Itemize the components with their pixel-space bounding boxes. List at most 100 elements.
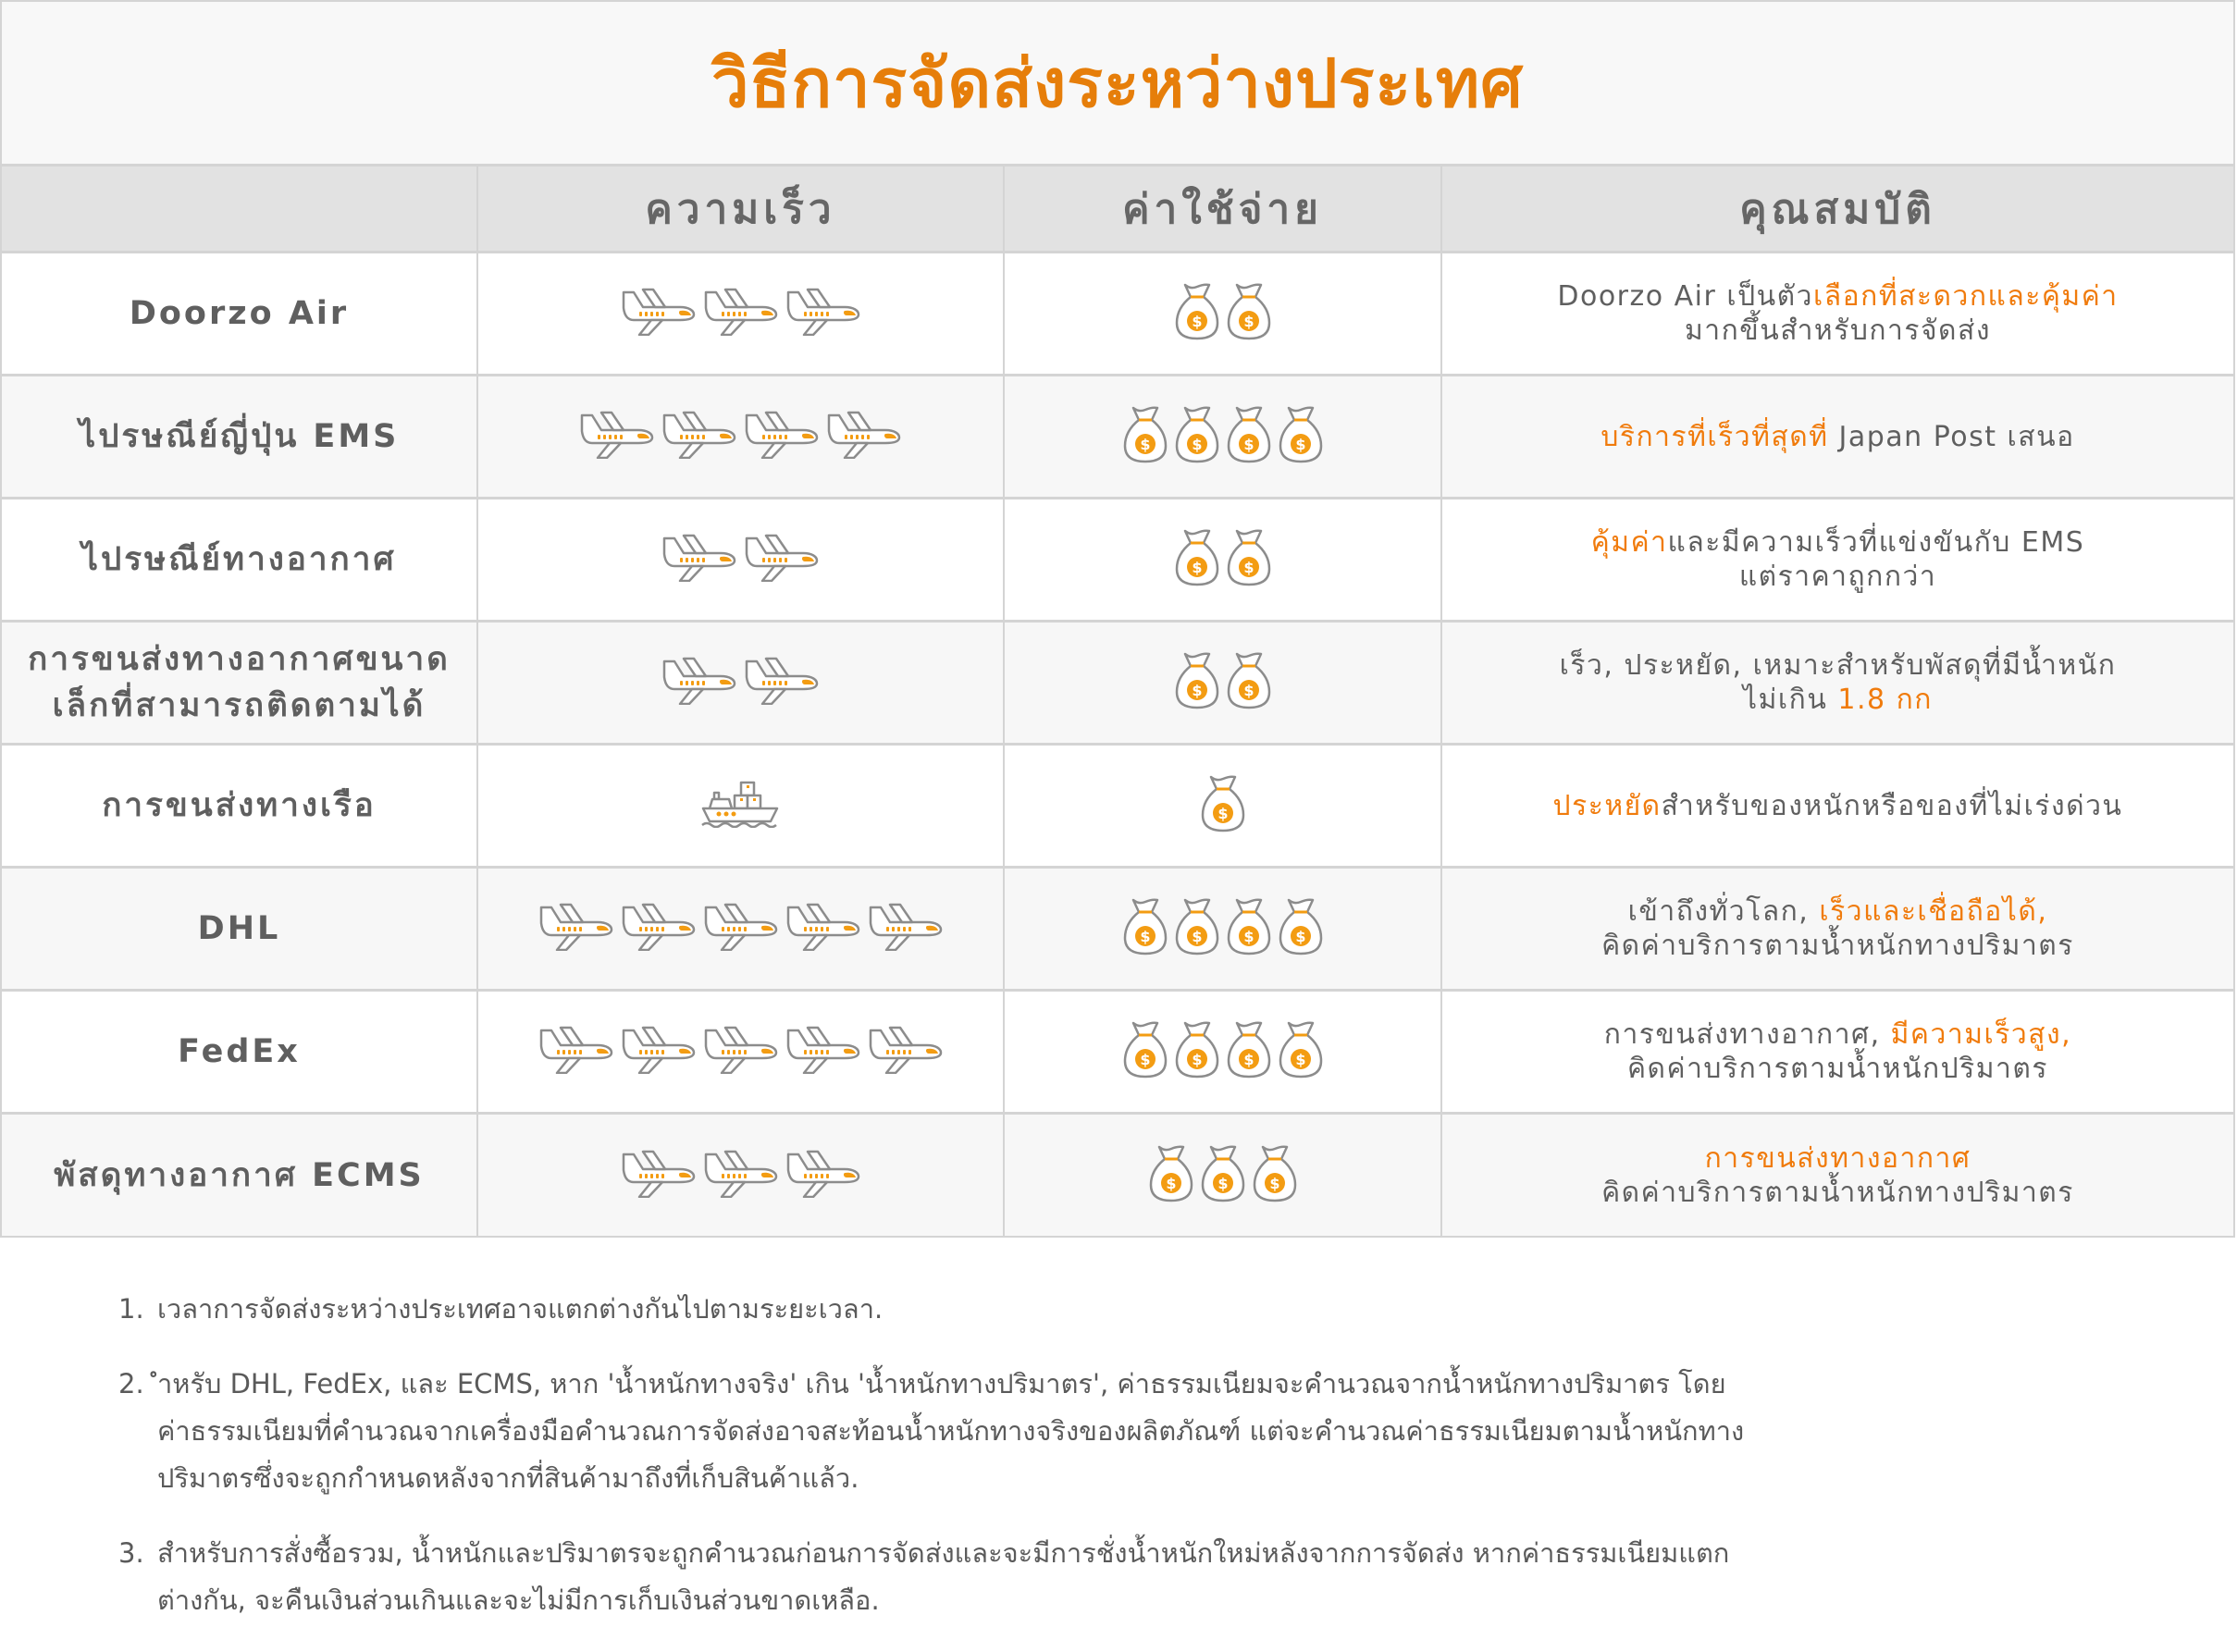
highlighted-text: เร็วและเชื่อถือได้,: [1819, 895, 2048, 928]
description-line: บริการที่เร็วที่สุดที่ Japan Post เสนอ: [1601, 420, 2074, 454]
svg-text:$: $: [1243, 928, 1254, 945]
speed-rating: [538, 1026, 944, 1078]
description-line: แต่ราคาถูกกว่า: [1591, 560, 2085, 594]
features-cell: Doorzo Air เป็นตัวเลือกที่สะดวกและคุ้มค่…: [1442, 253, 2233, 374]
description-text: Doorzo Air เป็นตัว: [1557, 280, 1814, 313]
footnote-item: 1. เวลาการจัดส่งระหว่างประเทศอาจแตกต่างกั…: [118, 1286, 2107, 1333]
speed-cell: [478, 746, 1005, 866]
speed-rating: [621, 1150, 861, 1202]
money-bag-icon: $: [1277, 1020, 1325, 1083]
description-text: การขนส่งทางอากาศ,: [1603, 1018, 1891, 1051]
svg-text:$: $: [1140, 436, 1150, 453]
airplane-icon: [621, 903, 697, 955]
table-row: การขนส่งทางอากาศขนาดเล็กที่สามารถติดตามไ…: [2, 623, 2233, 746]
ship-icon: [698, 780, 784, 832]
money-bag-icon: $: [1121, 1020, 1169, 1083]
table-row: พัสดุทางอากาศ ECMS $ $ $ การขนส่งทางอากาศ คิด…: [2, 1115, 2233, 1236]
money-bag-icon: $: [1173, 651, 1221, 714]
footnotes: 1. เวลาการจัดส่งระหว่างประเทศอาจแตกต่างกั…: [118, 1286, 2107, 1652]
money-bag-icon: $: [1173, 405, 1221, 468]
money-bag-icon: $: [1173, 528, 1221, 591]
header-speed: ความเร็ว: [478, 166, 1005, 251]
description-text: คิดค่าบริการตามน้ำหนักทางปริมาตร: [1601, 930, 2074, 962]
title-bar: วิธีการจัดส่งระหว่างประเทศ: [2, 2, 2233, 166]
cost-cell: $: [1005, 746, 1442, 866]
money-bag-icon: $: [1147, 1144, 1195, 1207]
header-features: คุณสมบัติ: [1442, 166, 2233, 251]
money-bag-icon: $: [1225, 282, 1273, 345]
cost-cell: $ $ $: [1005, 1115, 1442, 1236]
airplane-icon: [661, 657, 737, 709]
svg-text:$: $: [1192, 559, 1202, 576]
money-bag-icon: $: [1199, 774, 1247, 837]
footnote-number: 3.: [118, 1537, 144, 1569]
svg-text:$: $: [1192, 436, 1202, 453]
method-cell: ไปรษณีย์ทางอากาศ: [2, 499, 478, 620]
airplane-icon: [868, 903, 944, 955]
svg-text:$: $: [1217, 1175, 1228, 1192]
money-bag-icon: $: [1225, 897, 1273, 960]
svg-text:$: $: [1192, 682, 1202, 699]
table-row: ไปรษณีย์ญี่ปุ่น EMS $ $ $ $ บริการที่เร็วที่ส…: [2, 376, 2233, 499]
features-cell: เร็ว, ประหยัด, เหมาะสำหรับพัสดุที่มีน้ำห…: [1442, 623, 2233, 743]
speed-rating: [579, 411, 902, 462]
svg-text:$: $: [1166, 1175, 1176, 1192]
description-text: เร็ว, ประหยัด, เหมาะสำหรับพัสดุที่มีน้ำห…: [1559, 649, 2117, 682]
money-bag-icon: $: [1173, 282, 1221, 345]
money-bag-icon: $: [1225, 651, 1273, 714]
shipping-methods-table: วิธีการจัดส่งระหว่างประเทศ ความเร็ว ค่าใ…: [0, 0, 2235, 1238]
airplane-icon: [703, 903, 779, 955]
cost-cell: $ $: [1005, 253, 1442, 374]
airplane-icon: [785, 288, 861, 339]
description-text: Japan Post เสนอ: [1828, 420, 2075, 453]
cost-rating: $: [1199, 774, 1247, 837]
airplane-icon: [826, 411, 902, 462]
method-cell: DHL: [2, 869, 478, 989]
money-bag-icon: $: [1225, 1020, 1273, 1083]
airplane-icon: [621, 288, 697, 339]
airplane-icon: [785, 903, 861, 955]
method-name: DHL: [197, 910, 281, 947]
header-label: ค่าใช้จ่าย: [1122, 185, 1323, 233]
footnote-number: 1.: [118, 1293, 144, 1325]
speed-rating: [661, 657, 820, 709]
description-text: สำหรับของหนักหรือของที่ไม่เร่งด่วน: [1661, 789, 2123, 822]
money-bag-icon: $: [1277, 405, 1325, 468]
svg-text:$: $: [1269, 1175, 1279, 1192]
method-cell: Doorzo Air: [2, 253, 478, 374]
features-cell: การขนส่งทางอากาศ, มีความเร็วสูง, คิดค่าบร…: [1442, 992, 2233, 1112]
description-line: คิดค่าบริการตามน้ำหนักทางปริมาตร: [1601, 1176, 2074, 1210]
highlighted-text: มีความเร็วสูง,: [1890, 1018, 2072, 1051]
svg-text:$: $: [1295, 928, 1305, 945]
feature-description: คุ้มค่าและมีความเร็วที่แข่งขันกับ EMS แต่…: [1591, 525, 2085, 594]
description-text: เข้าถึงทั่วโลก,: [1627, 895, 1820, 928]
method-name: Doorzo Air: [129, 295, 350, 332]
header-blank: [2, 166, 478, 251]
money-bag-icon: $: [1225, 528, 1273, 591]
airplane-icon: [579, 411, 655, 462]
svg-text:$: $: [1140, 928, 1150, 945]
money-bag-icon: $: [1277, 897, 1325, 960]
table-header: ความเร็ว ค่าใช้จ่าย คุณสมบัติ: [2, 166, 2233, 253]
method-name: การขนส่งทางเรือ: [102, 787, 377, 824]
cost-cell: $ $ $ $: [1005, 869, 1442, 989]
footnote-text: สำหรับการสั่งซื้อรวม, น้ำหนักและปริมาตรจ…: [157, 1537, 1730, 1616]
description-text: คิดค่าบริการตามน้ำหนักปริมาตร: [1626, 1053, 2048, 1085]
table-row: ไปรษณีย์ทางอากาศ $ $ คุ้มค่าและมีความเร็วที…: [2, 499, 2233, 623]
airplane-icon: [744, 411, 820, 462]
feature-description: การขนส่งทางอากาศ คิดค่าบริการตามน้ำหนักทา…: [1601, 1141, 2074, 1210]
money-bag-icon: $: [1121, 897, 1169, 960]
airplane-icon: [703, 288, 779, 339]
money-bag-icon: $: [1173, 1020, 1221, 1083]
cost-rating: $ $ $ $: [1121, 897, 1325, 960]
feature-description: บริการที่เร็วที่สุดที่ Japan Post เสนอ: [1601, 420, 2074, 454]
svg-text:$: $: [1192, 928, 1202, 945]
highlighted-text: บริการที่เร็วที่สุดที่: [1601, 420, 1829, 453]
method-cell: การขนส่งทางอากาศขนาดเล็กที่สามารถติดตามไ…: [2, 623, 478, 743]
description-text: มากขึ้นสำหรับการจัดส่ง: [1684, 314, 1991, 347]
feature-description: เข้าถึงทั่วโลก, เร็วและเชื่อถือได้, คิดค่…: [1601, 894, 2074, 963]
money-bag-icon: $: [1173, 897, 1221, 960]
airplane-icon: [744, 534, 820, 586]
airplane-icon: [744, 657, 820, 709]
speed-cell: [478, 253, 1005, 374]
